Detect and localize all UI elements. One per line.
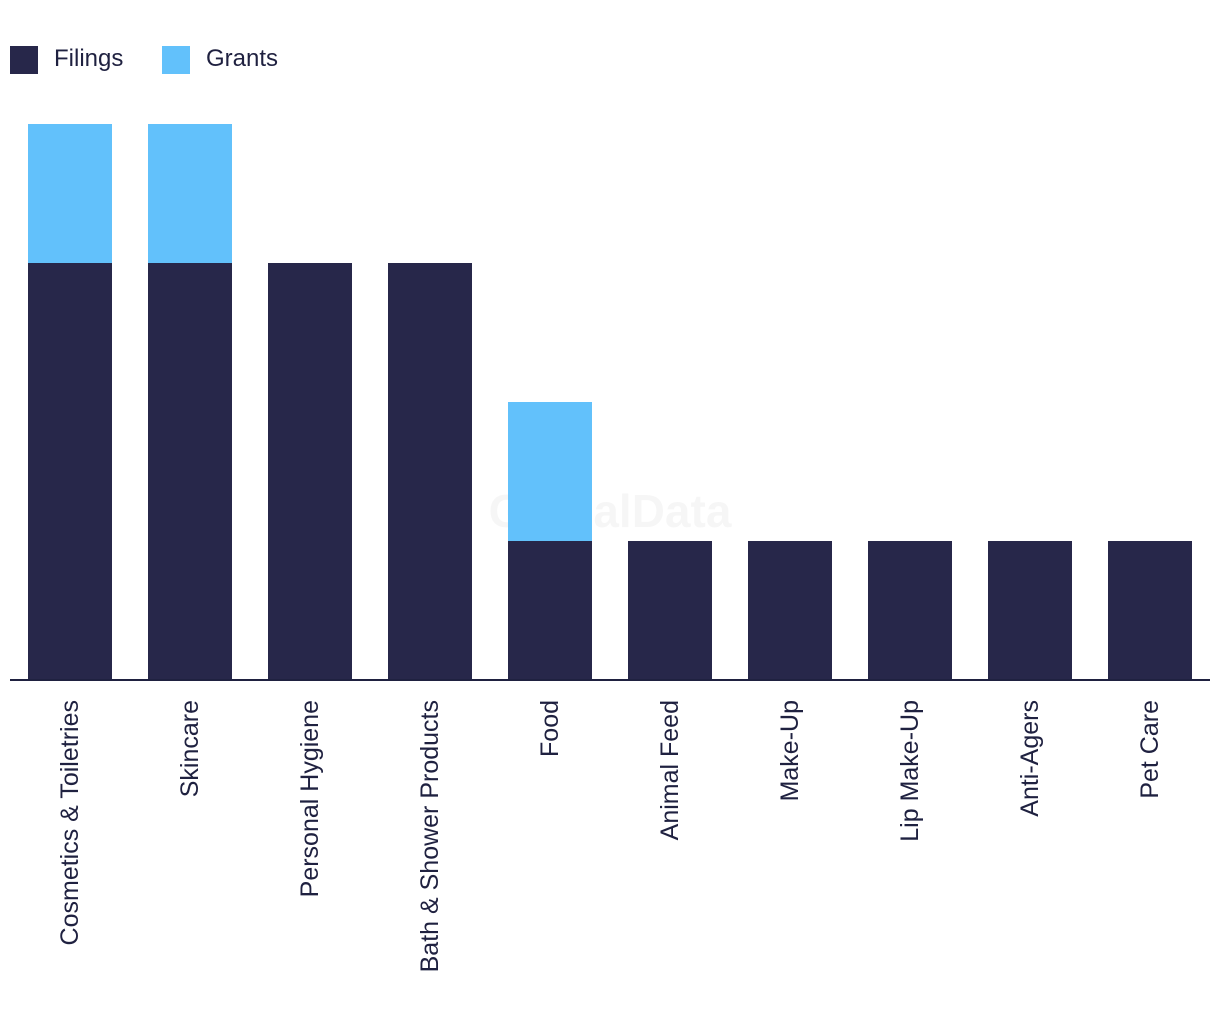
bar-grants-skincare: [148, 124, 232, 263]
bar-filings-skincare: [148, 263, 232, 680]
x-tick-label-bath-and-shower-products: Bath & Shower Products: [416, 700, 444, 972]
legend: Filings Grants: [10, 45, 278, 74]
bar-filings-food: [508, 541, 592, 680]
x-tick-label-make-up: Make-Up: [776, 700, 804, 801]
legend-label-grants: Grants: [206, 45, 278, 72]
bars: [28, 124, 1192, 680]
bar-grants-food: [508, 402, 592, 541]
x-tick-labels: Cosmetics & Toiletries Skincare Personal H…: [56, 700, 1164, 972]
bar-filings-anti-agers: [988, 541, 1072, 680]
x-tick-label-food: Food: [536, 700, 564, 757]
x-tick-label-animal-feed: Animal Feed: [656, 700, 684, 840]
legend-swatch-grants: [162, 46, 190, 74]
x-tick-label-lip-make-up: Lip Make-Up: [896, 700, 924, 842]
legend-swatch-filings: [10, 46, 38, 74]
bar-filings-lip-make-up: [868, 541, 952, 680]
bar-filings-personal-hygiene: [268, 263, 352, 680]
x-tick-label-pet-care: Pet Care: [1136, 700, 1164, 799]
bar-grants-cosmetics-and-toiletries: [28, 124, 112, 263]
bar-filings-animal-feed: [628, 541, 712, 680]
x-tick-label-personal-hygiene: Personal Hygiene: [296, 700, 324, 897]
x-tick-label-cosmetics-and-toiletries: Cosmetics & Toiletries: [56, 700, 84, 945]
bar-filings-make-up: [748, 541, 832, 680]
legend-label-filings: Filings: [54, 45, 123, 72]
x-tick-label-anti-agers: Anti-Agers: [1016, 700, 1044, 817]
bar-filings-bath-and-shower-products: [388, 263, 472, 680]
x-tick-label-skincare: Skincare: [176, 700, 204, 797]
bar-filings-cosmetics-and-toiletries: [28, 263, 112, 680]
bar-filings-pet-care: [1108, 541, 1192, 680]
